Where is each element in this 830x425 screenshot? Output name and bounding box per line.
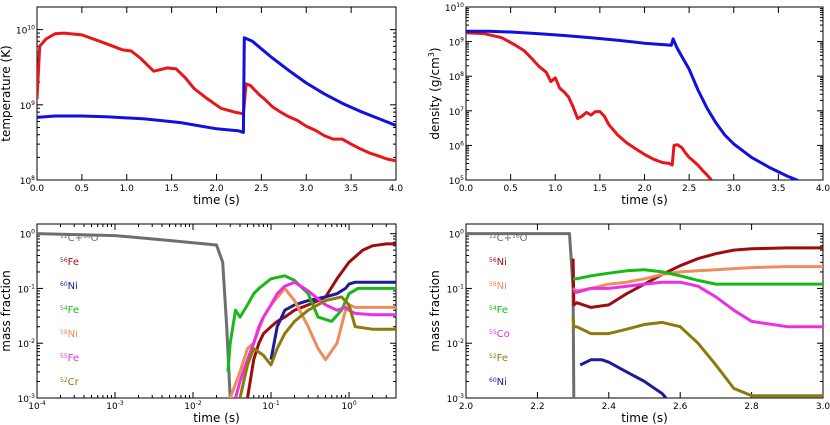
x-tick-label: 2.8 bbox=[744, 402, 759, 412]
y-tick-label: 106 bbox=[449, 140, 464, 152]
chart-panel-2: 0.0 0.5 1.0 1.5 2.0 2.5 3.0 3.5 4.0 105 106 107 108 1… bbox=[427, 2, 830, 207]
y-tick-label: 109 bbox=[20, 100, 35, 112]
x-tick-label: 0.5 bbox=[503, 184, 517, 194]
y-tick-label: 100 bbox=[20, 229, 35, 241]
series-line-52Fe bbox=[571, 316, 823, 398]
x-tick-label: 100 bbox=[341, 400, 356, 412]
legend-entry: 54Fe bbox=[60, 305, 79, 316]
legend-entry: 56Ni bbox=[489, 257, 507, 268]
legend-entry: 56Fe bbox=[60, 257, 79, 268]
series-line-red bbox=[466, 31, 713, 180]
x-tick-label: 10-4 bbox=[28, 400, 46, 412]
x-axis-label: time (s) bbox=[193, 411, 240, 425]
series-line-blue bbox=[37, 36, 396, 134]
y-tick-label: 107 bbox=[449, 106, 464, 118]
y-tick-label: 10-1 bbox=[18, 283, 36, 295]
x-tick-label: 10-2 bbox=[184, 400, 202, 412]
y-tick-label: 108 bbox=[449, 71, 464, 83]
x-tick-label: 10-1 bbox=[262, 400, 280, 412]
series-line-56Fe bbox=[246, 242, 396, 398]
x-tick-label: 0.0 bbox=[30, 184, 45, 194]
x-tick-label: 2.5 bbox=[254, 184, 268, 194]
x-tick-label: 1.5 bbox=[164, 184, 178, 194]
y-tick-label: 10-1 bbox=[447, 283, 465, 295]
y-axis-label: temperature (K) bbox=[0, 45, 13, 141]
x-tick-label: 2.0 bbox=[459, 402, 474, 412]
y-tick-label: 109 bbox=[449, 37, 464, 49]
x-tick-label: 3.5 bbox=[771, 184, 785, 194]
series-line-60Ni bbox=[579, 358, 668, 398]
x-tick-label: 2.4 bbox=[602, 402, 617, 412]
series-line-52Cr bbox=[238, 295, 396, 398]
x-axis-label: time (s) bbox=[621, 411, 668, 425]
series-line-55Co bbox=[572, 280, 823, 329]
y-tick-label: 10-2 bbox=[447, 338, 465, 350]
y-tick-label: 1010 bbox=[16, 25, 35, 37]
legend-entry: 12C+16O bbox=[60, 233, 99, 244]
x-tick-label: 1.0 bbox=[120, 184, 135, 194]
chart-panel-1: 0.0 0.5 1.0 1.5 2.0 2.5 3.0 3.5 4.0 108 109 1010 tim… bbox=[0, 6, 404, 207]
legend-entry: 60Ni bbox=[60, 281, 78, 292]
y-tick-label: 1010 bbox=[445, 2, 464, 14]
y-axis-label: mass fraction bbox=[428, 270, 442, 351]
series-line-12C+16O bbox=[37, 232, 232, 398]
x-tick-label: 4.0 bbox=[816, 184, 830, 194]
x-tick-label: 2.6 bbox=[673, 402, 688, 412]
chart-panel-4: 2.0 2.2 2.4 2.6 2.8 3.0 10-3 10-2 10-1 100 time (s… bbox=[428, 223, 830, 425]
y-tick-label: 10-2 bbox=[18, 338, 36, 350]
series-line-blue bbox=[466, 29, 801, 180]
x-tick-label: 4.0 bbox=[389, 184, 404, 194]
series-line-red bbox=[37, 31, 396, 163]
y-tick-label: 105 bbox=[449, 175, 464, 187]
x-tick-label: 2.0 bbox=[637, 184, 652, 194]
legend-entry: 58Ni bbox=[489, 281, 507, 292]
legend-entry: 60Ni bbox=[489, 377, 507, 388]
legend-entry: 55Co bbox=[489, 329, 510, 340]
y-tick-label: 100 bbox=[449, 229, 464, 241]
x-tick-label: 3.0 bbox=[727, 184, 742, 194]
x-tick-label: 3.5 bbox=[344, 184, 358, 194]
x-tick-label: 1.5 bbox=[593, 184, 607, 194]
legend-entry: 55Fe bbox=[60, 353, 79, 364]
legend-entry: 52Cr bbox=[60, 377, 80, 388]
series-line-12C+16O bbox=[466, 232, 576, 398]
x-axis-label: time (s) bbox=[621, 193, 668, 207]
series-line-56Ni bbox=[571, 246, 823, 309]
series-line-60Ni bbox=[269, 280, 396, 360]
series-line-54Fe bbox=[573, 268, 823, 286]
x-tick-label: 0.5 bbox=[75, 184, 89, 194]
y-axis-label: density (g/cm3) bbox=[427, 47, 442, 139]
x-tick-label: 2.0 bbox=[209, 184, 224, 194]
x-axis-label: time (s) bbox=[193, 193, 240, 207]
plot-frame bbox=[36, 6, 397, 181]
plot-frame bbox=[465, 223, 824, 399]
x-tick-label: 0.0 bbox=[459, 184, 474, 194]
legend-entry: 52Fe bbox=[489, 353, 508, 364]
x-tick-label: 10-3 bbox=[106, 400, 124, 412]
legend-entry: 12C+16O bbox=[489, 233, 528, 244]
x-tick-label: 2.5 bbox=[682, 184, 696, 194]
legend-entry: 54Fe bbox=[489, 305, 508, 316]
legend-entry: 58Ni bbox=[60, 329, 78, 340]
y-axis-label: mass fraction bbox=[0, 270, 13, 351]
x-tick-label: 3.0 bbox=[299, 184, 314, 194]
x-tick-label: 3.0 bbox=[816, 402, 830, 412]
y-tick-label: 10-3 bbox=[447, 393, 465, 405]
series-line-54Fe bbox=[226, 274, 396, 373]
x-tick-label: 2.2 bbox=[530, 402, 544, 412]
x-tick-label: 1.0 bbox=[548, 184, 563, 194]
y-tick-label: 108 bbox=[20, 175, 35, 187]
y-tick-label: 10-3 bbox=[18, 393, 36, 405]
